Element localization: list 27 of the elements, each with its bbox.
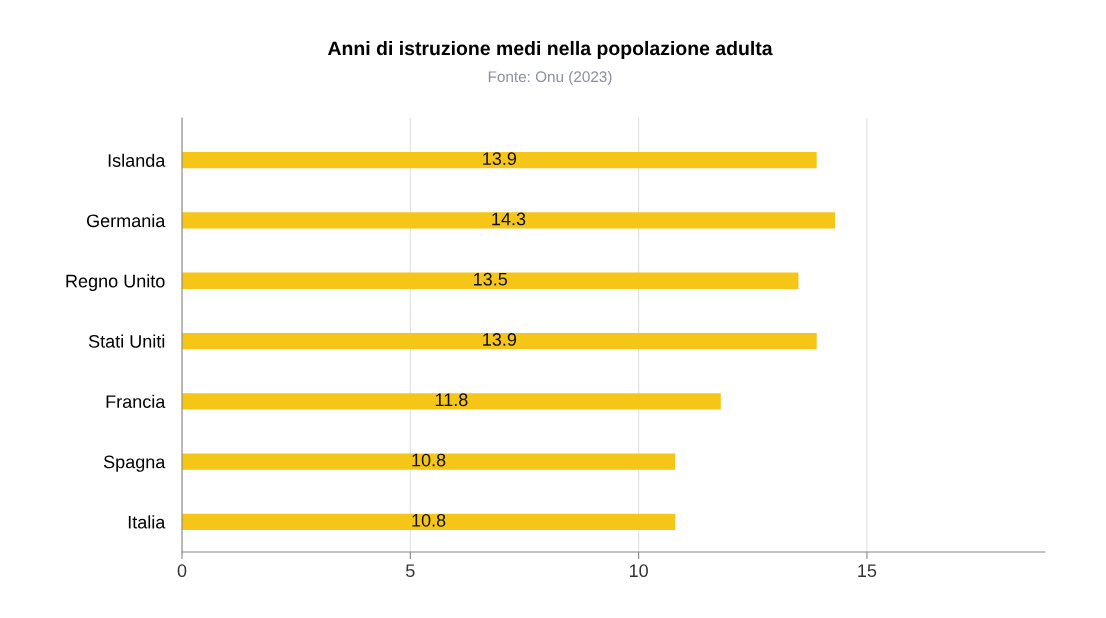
chart-title: Anni di istruzione medi nella popolazione adulta (327, 40, 773, 60)
bar (182, 212, 835, 229)
bar (182, 393, 721, 410)
y-tick-label: Spagna (103, 455, 166, 472)
y-tick-label: Stati Uniti (88, 334, 165, 348)
data-label: 10.8 (412, 513, 446, 527)
data-label: 14.3 (492, 212, 526, 226)
data-label: 11.8 (435, 393, 468, 407)
bar (182, 152, 817, 169)
x-tick-label: 0 (177, 564, 187, 578)
x-tick-label: 10 (629, 564, 648, 578)
data-label: 13.9 (483, 333, 517, 346)
x-tick-label: 15 (858, 564, 877, 578)
data-label: 10.8 (412, 453, 446, 467)
y-tick-label: Germania (86, 213, 166, 228)
bar (182, 272, 799, 289)
bar (182, 332, 817, 350)
bar (182, 453, 676, 470)
y-tick-label: Italia (128, 515, 166, 529)
data-label: 13.9 (483, 152, 517, 166)
y-tick-label: Francia (106, 394, 166, 409)
bar (182, 513, 676, 530)
y-tick-label: Regno Unito (66, 274, 165, 292)
y-tick-label: Islanda (108, 153, 166, 167)
x-tick-label: 5 (406, 564, 415, 578)
data-label: 13.5 (474, 272, 508, 286)
chart-subtitle: Fonte: Onu (2023) (488, 70, 612, 86)
